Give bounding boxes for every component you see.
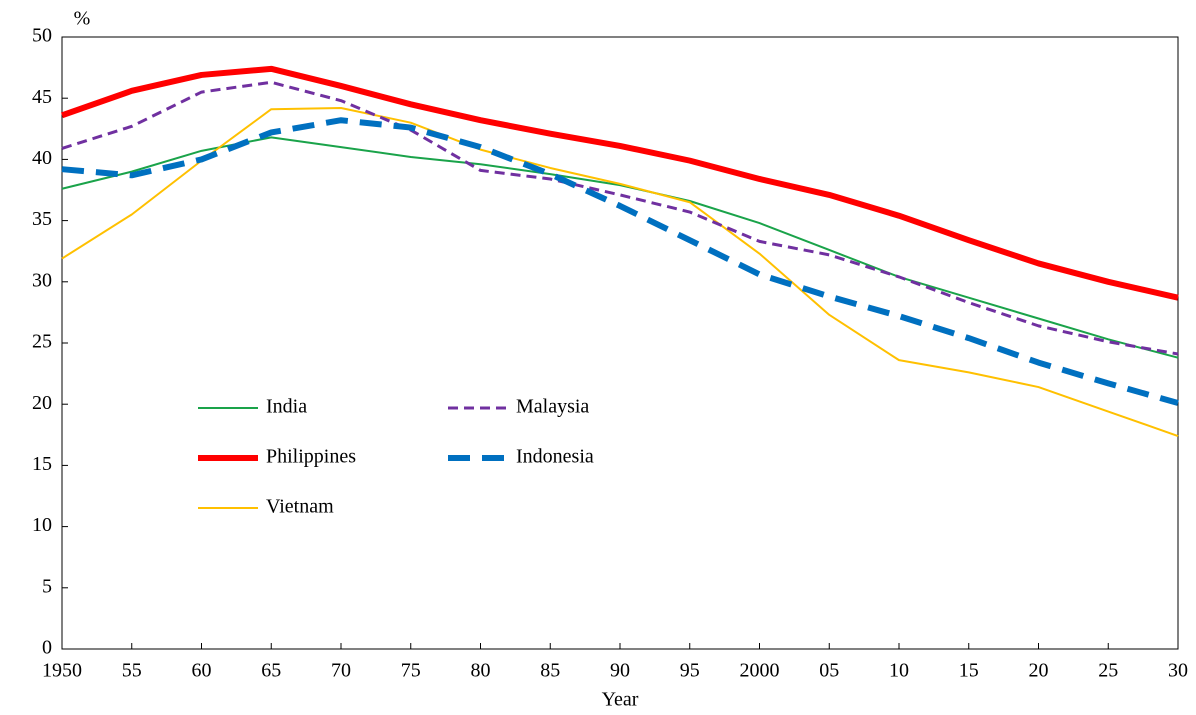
series-line	[61, 65, 1179, 301]
y-tick-label: 40	[32, 147, 52, 169]
x-tick-label: 20	[1029, 660, 1049, 682]
y-tick-label: 50	[32, 25, 52, 47]
x-tick-label: 80	[471, 660, 491, 682]
x-tick-label: 25	[1098, 660, 1118, 682]
x-tick-label: 1950	[42, 660, 82, 682]
x-tick-label: 60	[192, 660, 212, 682]
x-tick-label: 65	[261, 660, 281, 682]
x-tick-label: 05	[819, 660, 839, 682]
legend-label: Indonesia	[516, 446, 594, 468]
y-tick-label: 0	[42, 637, 52, 659]
x-tick-label: 55	[122, 660, 142, 682]
plot-frame	[61, 36, 1179, 650]
legend-label: Philippines	[266, 446, 356, 468]
y-tick-label: 5	[42, 575, 52, 597]
y-axis-label: %	[74, 8, 91, 30]
legend-label: Vietnam	[266, 496, 334, 518]
series-line	[61, 80, 1179, 356]
y-tick-label: 45	[32, 86, 52, 108]
x-tick-label: 2000	[740, 660, 780, 682]
y-tick-label: 20	[32, 392, 52, 414]
x-tick-label: 95	[680, 660, 700, 682]
y-tick-label: 15	[32, 453, 52, 475]
x-tick-label: 85	[540, 660, 560, 682]
y-tick-label: 35	[32, 208, 52, 230]
legend-label: India	[266, 396, 307, 418]
x-axis-label: Year	[602, 689, 639, 711]
y-tick-label: 10	[32, 514, 52, 536]
x-tick-label: 15	[959, 660, 979, 682]
x-tick-label: 70	[331, 660, 351, 682]
series-line	[61, 117, 1179, 406]
y-tick-label: 25	[32, 331, 52, 353]
y-tick-label: 30	[32, 269, 52, 291]
x-tick-label: 90	[610, 660, 630, 682]
series-line	[61, 136, 1179, 359]
legend-label: Malaysia	[516, 396, 589, 418]
x-tick-label: 75	[401, 660, 421, 682]
x-tick-label: 10	[889, 660, 909, 682]
series-line	[61, 106, 1179, 437]
x-tick-label: 30	[1168, 660, 1188, 682]
